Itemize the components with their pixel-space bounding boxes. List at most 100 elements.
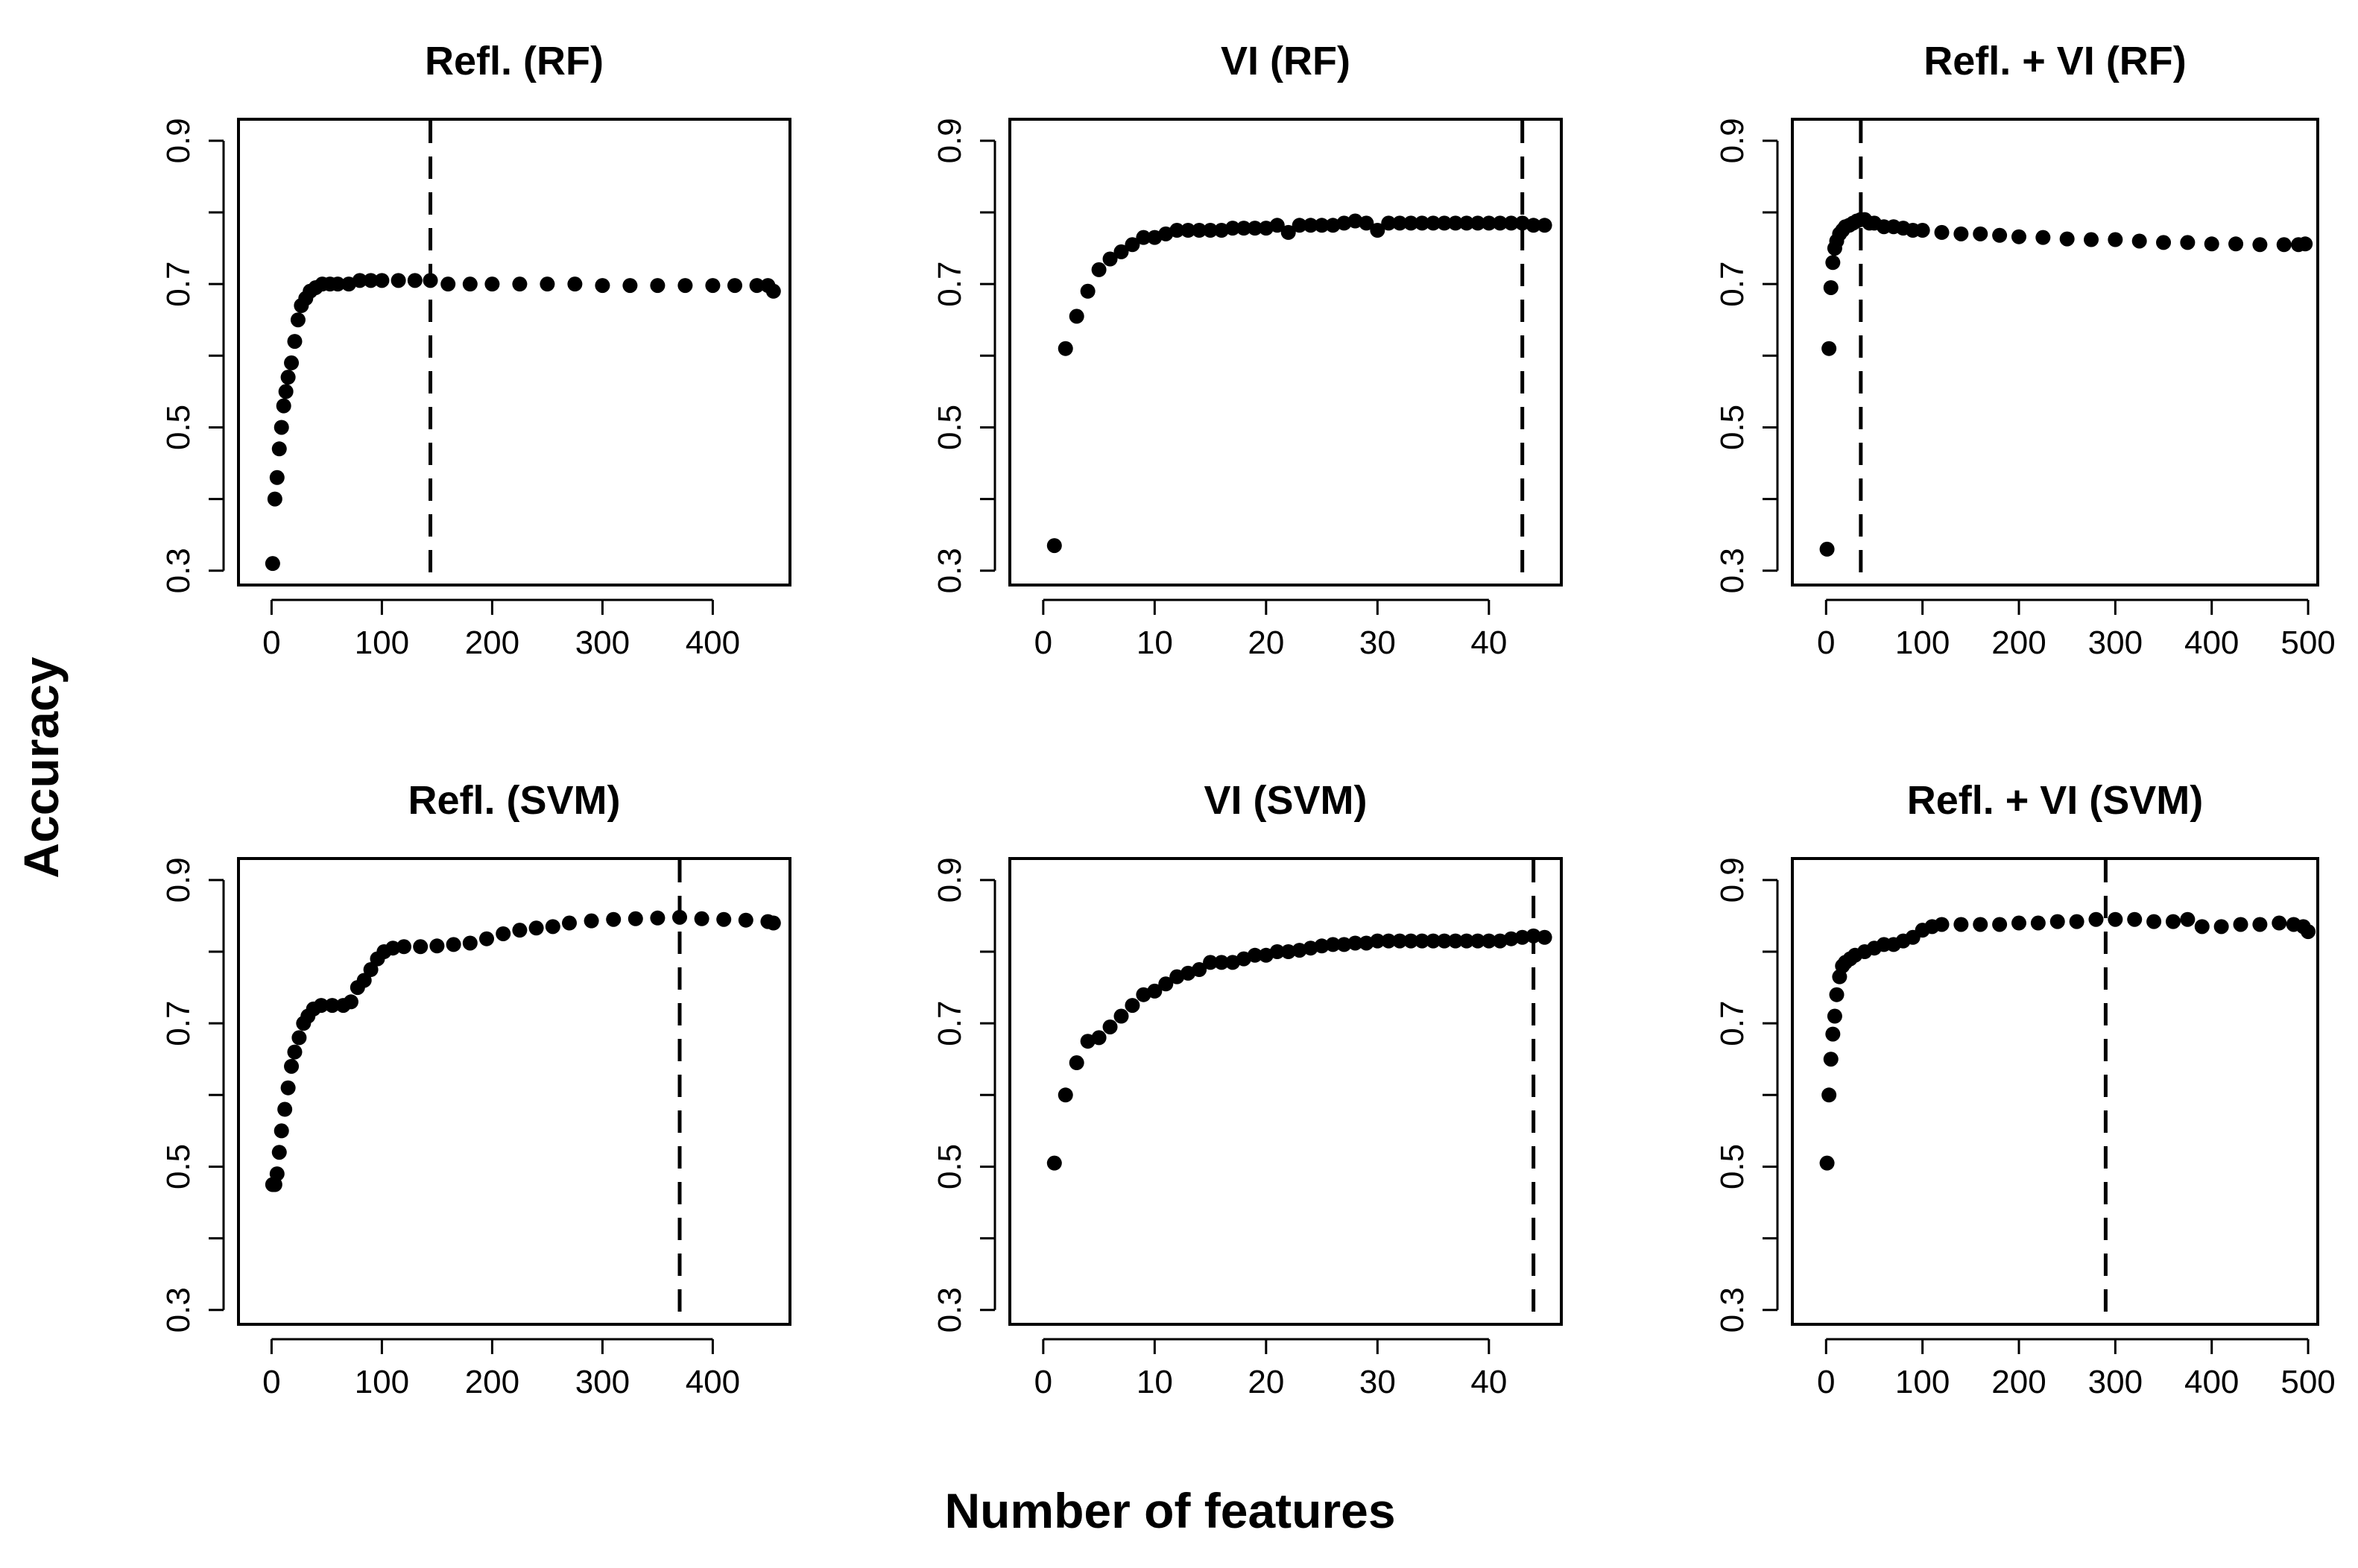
data-point [1492,215,1508,231]
panel-title: VI (SVM) [1204,778,1367,823]
data-point [2180,235,2196,250]
data-point [1359,215,1374,231]
x-tick-label: 200 [465,1364,519,1400]
data-point [2011,229,2026,244]
data-point [1934,224,1950,240]
y-tick-label: 0.3 [160,1287,197,1333]
data-point [1934,917,1950,932]
data-point [1113,244,1129,259]
data-point [278,384,294,399]
plot-frame [237,857,791,1326]
data-point [1136,230,1151,245]
x-tick-label: 200 [465,625,519,661]
data-point [1303,218,1318,233]
data-point [1280,224,1296,240]
data-point [727,278,742,294]
panel-title: Refl. (RF) [425,39,604,83]
y-tick-label: 0.3 [932,548,968,593]
data-point [429,938,445,954]
data-point [2213,919,2229,935]
data-point [1091,1030,1107,1046]
data-point [2030,915,2046,931]
data-point [265,556,280,572]
x-tick-label: 500 [2280,1364,2335,1400]
data-point [1381,933,1397,949]
data-point [677,278,693,294]
data-point [1503,215,1519,231]
data-point [1426,933,1441,949]
data-point [1825,255,1841,271]
data-point [1269,944,1285,959]
data-point [1325,937,1341,952]
data-point [1147,983,1163,999]
data-point [716,911,732,927]
data-point [1829,987,1845,1002]
data-point [2127,911,2143,927]
chart-panel: Refl. + VI (SVM) 0 100 200 300 400 500 0.3 0.5 0.… [1714,778,2336,1400]
data-point [1280,944,1296,959]
data-point [545,919,560,935]
data-point [1492,933,1508,949]
data-point [1973,917,1988,932]
data-point [2108,232,2123,247]
data-point [1347,213,1363,229]
data-point [446,937,461,952]
data-point [1069,1055,1084,1071]
x-tick-label: 300 [575,625,630,661]
y-tick-label: 0.7 [932,1001,968,1046]
data-point [1347,935,1363,951]
y-tick-label: 0.5 [932,405,968,450]
data-point [606,911,622,927]
x-tick-label: 100 [355,625,409,661]
x-tick-label: 100 [1895,1364,1950,1400]
x-tick-label: 200 [1991,625,2046,661]
plot-frame [1008,857,1563,1326]
data-point [1481,215,1496,231]
y-tick-label: 0.7 [160,1001,197,1046]
y-tick-label: 0.9 [932,118,968,163]
data-point [2180,911,2196,927]
data-point [1392,215,1408,231]
data-point [1102,251,1118,267]
data-point [738,912,753,928]
data-point [1269,218,1285,233]
data-point [1514,215,1530,231]
x-tick-label: 100 [355,1364,409,1400]
data-point [2194,919,2210,935]
data-point [2252,237,2268,253]
data-point [2228,236,2244,252]
data-point [1069,309,1084,324]
x-tick-label: 400 [2184,1364,2239,1400]
data-point [1046,1155,1062,1171]
data-point [2069,914,2084,929]
data-point [1113,1008,1129,1024]
data-point [1392,933,1408,949]
data-point [1915,223,1930,238]
data-point [385,941,401,956]
data-point [271,441,287,457]
x-tick-label: 400 [2184,625,2239,661]
data-point [1953,226,1969,241]
data-point [343,994,358,1010]
data-point [440,276,456,292]
data-point [1514,929,1530,945]
data-point [290,312,306,328]
x-tick-label: 100 [1895,625,1950,661]
y-tick-label: 0.9 [1714,857,1751,902]
data-point [1821,341,1837,356]
y-tick-label: 0.3 [932,1287,968,1333]
data-point [2146,914,2162,929]
data-point [496,926,511,941]
data-point [269,470,285,485]
data-point [1125,998,1140,1014]
data-point [462,276,478,292]
y-tick-label: 0.3 [160,548,197,593]
data-point [1169,223,1185,238]
y-tick-label: 0.7 [160,262,197,307]
data-point [1303,941,1318,956]
y-tick-label: 0.7 [1714,1001,1751,1046]
data-point [1415,215,1430,231]
data-point [2108,911,2123,927]
data-point [1203,955,1218,970]
